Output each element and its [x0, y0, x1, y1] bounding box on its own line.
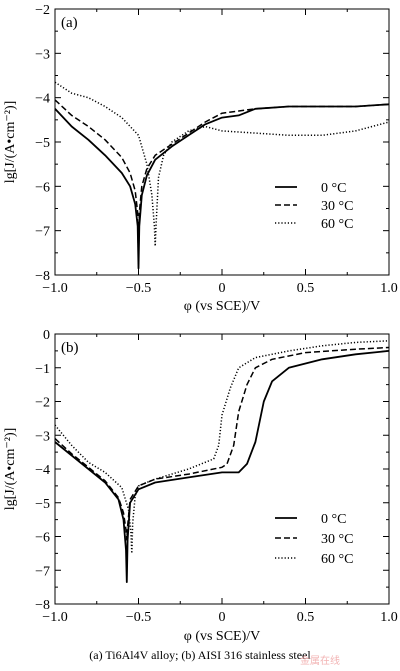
- y-tick-label: −6: [35, 180, 50, 195]
- legend-label: 30 °C: [321, 199, 353, 214]
- x-tick-label: −0.5: [126, 610, 151, 625]
- y-tick-label: −2: [35, 3, 50, 18]
- panel-label: (b): [61, 340, 79, 356]
- x-tick-label: 1.0: [380, 610, 398, 625]
- x-tick-label: 0: [219, 610, 226, 625]
- y-axis-label: lg[J/(A•cm⁻²)]: [3, 101, 18, 184]
- x-axis-label: φ (vs SCE)/V: [184, 629, 261, 644]
- y-tick-label: −7: [35, 225, 50, 240]
- series-line: [54, 350, 390, 583]
- legend-label: 60 °C: [321, 217, 353, 232]
- y-tick-label: −6: [35, 531, 50, 546]
- x-axis-label: φ (vs SCE)/V: [184, 299, 261, 314]
- watermark: 金属在线: [300, 656, 340, 667]
- x-tick-label: 0.5: [297, 610, 315, 625]
- x-tick-label: −1.0: [42, 281, 67, 296]
- y-tick-label: −1: [35, 362, 50, 377]
- series-line: [54, 99, 390, 265]
- chart-a: −1.0 −0.5 0 0.5 1.0 −8 −7 −6 −5 −4 −3 −2 φ (vs SCE)/…: [3, 3, 398, 314]
- x-tick-label: −1.0: [42, 610, 67, 625]
- y-tick-label: −4: [35, 92, 50, 107]
- legend-label: 0 °C: [321, 181, 346, 196]
- y-tick-label: −3: [35, 47, 50, 62]
- y-tick-label: −7: [35, 564, 50, 579]
- x-tick-label: 0.5: [297, 281, 315, 296]
- panel-label: (a): [61, 15, 78, 31]
- legend-label: 60 °C: [321, 552, 353, 567]
- y-axis-label: lg[J/(A•cm⁻²)]: [3, 428, 18, 511]
- plot-frame: [54, 8, 390, 276]
- y-tick-label: −8: [35, 269, 50, 284]
- y-tick-label: −8: [35, 598, 50, 613]
- legend-label: 30 °C: [321, 532, 353, 547]
- legend-label: 0 °C: [321, 512, 346, 527]
- figure-caption: (a) Ti6Al4V alloy; (b) AISI 316 stainles…: [89, 648, 311, 662]
- y-tick-label: −3: [35, 429, 50, 444]
- y-tick-label: −5: [35, 136, 50, 151]
- y-tick-label: −2: [35, 396, 50, 411]
- y-tick-label: −4: [35, 463, 50, 478]
- figure: −1.0 −0.5 0 0.5 1.0 −8 −7 −6 −5 −4 −3 −2 φ (vs SCE)/…: [3, 3, 398, 644]
- x-tick-label: 0: [219, 281, 226, 296]
- x-tick-label: −0.5: [126, 281, 151, 296]
- y-tick-label: −5: [35, 497, 50, 512]
- chart-b: −1.0 −0.5 0 0.5 1.0 −8 −7 −6 −5 −4 −3 −2 −1 0 φ (vs SC…: [3, 328, 398, 644]
- y-tick-label: 0: [43, 328, 50, 343]
- x-tick-label: 1.0: [380, 281, 398, 296]
